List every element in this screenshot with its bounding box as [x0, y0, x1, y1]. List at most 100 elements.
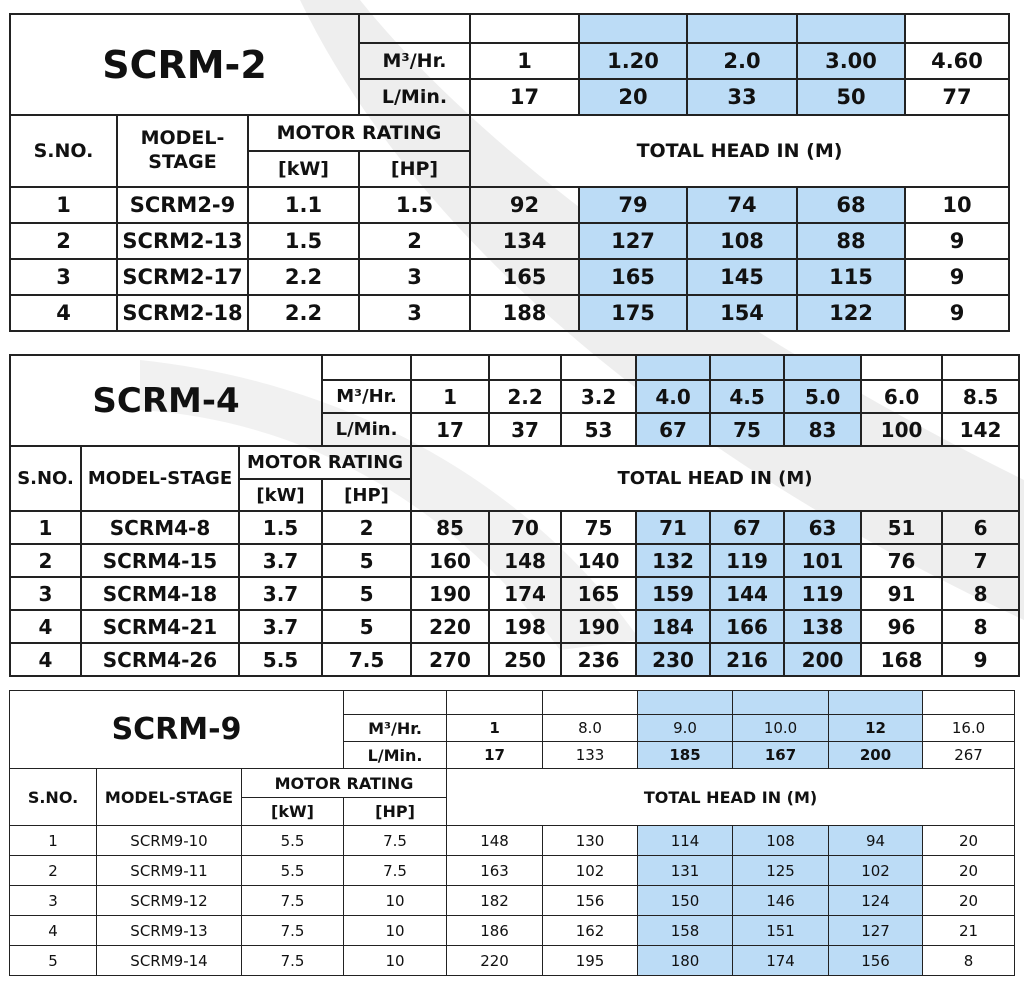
- motor-rating-header: MOTOR RATING: [247, 114, 471, 152]
- head-value-cell: 270: [410, 642, 491, 677]
- flow-value: 16.0: [922, 714, 1016, 742]
- flow-value: 20: [578, 78, 688, 116]
- table-row: 2 SCRM4-15 3.7 5 160 148 140 132 119 101 76 7: [9, 543, 1021, 578]
- flow-unit-lmin: L/Min.: [321, 412, 413, 447]
- hp-cell: 2: [358, 222, 471, 260]
- model-stage-header: MODEL-STAGE: [116, 114, 249, 188]
- flow-value: 67: [635, 412, 712, 447]
- hp-cell: 7.5: [321, 642, 413, 677]
- model-cell: SCRM9-11: [96, 855, 242, 886]
- model-cell: SCRM9-10: [96, 825, 242, 856]
- table-title: SCRM-2: [9, 13, 360, 116]
- sno-cell: 1: [9, 510, 82, 545]
- head-value-cell: 92: [469, 186, 580, 224]
- sno-cell: 3: [9, 885, 97, 916]
- head-value-cell: 146: [732, 885, 830, 916]
- model-cell: SCRM2-17: [116, 258, 249, 296]
- hp-cell: 1.5: [358, 186, 471, 224]
- hp-cell: 10: [343, 915, 448, 946]
- hp-cell: 2: [321, 510, 413, 545]
- table-row: 3 SCRM9-12 7.5 10 182 156 150 146 124 20: [9, 885, 1016, 916]
- head-value-cell: 20: [922, 855, 1016, 886]
- model-cell: SCRM4-8: [80, 510, 240, 545]
- head-value-cell: 230: [635, 642, 712, 677]
- blank-cell: [488, 354, 563, 381]
- table-row: 2 SCRM9-11 5.5 7.5 163 102 131 125 102 20: [9, 855, 1016, 886]
- sno-header: S.NO.: [9, 445, 82, 512]
- head-value-cell: 6: [941, 510, 1021, 545]
- model-stage-header: MODEL-STAGE: [80, 445, 240, 512]
- head-value-cell: 156: [828, 945, 924, 976]
- head-value-cell: 131: [637, 855, 734, 886]
- hp-cell: 10: [343, 885, 448, 916]
- flow-value: 1.20: [578, 42, 688, 80]
- flow-value: 142: [941, 412, 1021, 447]
- kw-cell: 2.2: [247, 258, 360, 296]
- hp-header: [HP]: [358, 150, 471, 188]
- sno-cell: 2: [9, 222, 118, 260]
- head-value-cell: 127: [828, 915, 924, 946]
- flow-value: 3.00: [796, 42, 906, 80]
- flow-value: 10.0: [732, 714, 830, 742]
- head-value-cell: 119: [709, 543, 786, 578]
- sno-cell: 3: [9, 258, 118, 296]
- model-cell: SCRM4-26: [80, 642, 240, 677]
- model-cell: SCRM9-13: [96, 915, 242, 946]
- model-cell: SCRM2-9: [116, 186, 249, 224]
- head-value-cell: 8: [922, 945, 1016, 976]
- table-row: 4 SCRM9-13 7.5 10 186 162 158 151 127 21: [9, 915, 1016, 946]
- blank-cell: [637, 690, 734, 715]
- hp-cell: 5: [321, 543, 413, 578]
- hp-cell: 10: [343, 945, 448, 976]
- table-row: 5 SCRM9-14 7.5 10 220 195 180 174 156 8: [9, 945, 1016, 976]
- head-value-cell: 220: [446, 945, 544, 976]
- head-value-cell: 63: [783, 510, 863, 545]
- sno-cell: 2: [9, 855, 97, 886]
- flow-value: 37: [488, 412, 563, 447]
- flow-value: 167: [732, 741, 830, 769]
- head-value-cell: 130: [542, 825, 639, 856]
- head-value-cell: 175: [578, 294, 688, 332]
- table-row: 4 SCRM4-21 3.7 5 220 198 190 184 166 138 96 8: [9, 609, 1021, 644]
- head-value-cell: 151: [732, 915, 830, 946]
- flow-value: 6.0: [860, 379, 944, 414]
- head-value-cell: 75: [560, 510, 638, 545]
- head-value-cell: 195: [542, 945, 639, 976]
- blank-cell: [542, 690, 639, 715]
- blank-cell: [686, 13, 798, 44]
- flow-unit-m3hr: M³/Hr.: [358, 42, 471, 80]
- model-cell: SCRM2-18: [116, 294, 249, 332]
- kw-cell: 5.5: [240, 825, 345, 856]
- table-row: 2 SCRM2-13 1.5 2 134 127 108 88 9: [9, 222, 1010, 260]
- model-cell: SCRM9-14: [96, 945, 242, 976]
- table-title: SCRM-4: [8, 354, 324, 447]
- flow-value: 4.5: [709, 379, 786, 414]
- head-value-cell: 160: [410, 543, 491, 578]
- head-value-cell: 132: [635, 543, 712, 578]
- hp-header: [HP]: [321, 478, 413, 512]
- kw-cell: 5.5: [240, 855, 345, 886]
- blank-cell: [560, 354, 638, 381]
- flow-value: 17: [469, 78, 580, 116]
- head-value-cell: 115: [796, 258, 906, 296]
- head-value-cell: 138: [783, 609, 863, 644]
- head-value-cell: 125: [732, 855, 830, 886]
- table-row: 3 SCRM2-17 2.2 3 165 165 145 115 9: [9, 258, 1010, 296]
- flow-value: 267: [922, 741, 1016, 769]
- head-value-cell: 150: [637, 885, 734, 916]
- sno-cell: 4: [9, 642, 82, 677]
- head-value-cell: 168: [860, 642, 944, 677]
- sno-cell: 4: [9, 294, 118, 332]
- head-value-cell: 148: [446, 825, 544, 856]
- head-value-cell: 96: [860, 609, 944, 644]
- hp-cell: 5: [321, 576, 413, 611]
- scrm9-table: SCRM-9 M³/Hr. 1 8.0 9.0 10.0 12 16.0 L/M…: [8, 690, 1016, 976]
- blank-cell: [410, 354, 491, 381]
- head-value-cell: 114: [637, 825, 734, 856]
- flow-value: 2.0: [686, 42, 798, 80]
- hp-cell: 3: [358, 294, 471, 332]
- blank-cell: [578, 13, 688, 44]
- head-value-cell: 20: [922, 885, 1016, 916]
- blank-cell: [709, 354, 786, 381]
- head-value-cell: 190: [410, 576, 491, 611]
